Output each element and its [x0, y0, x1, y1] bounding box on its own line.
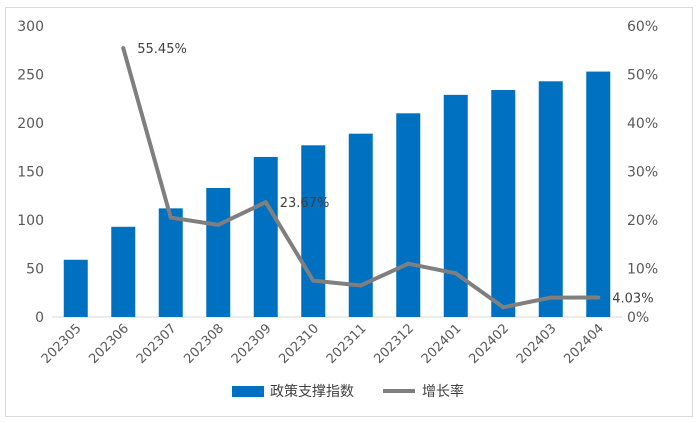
x-tick-label: 202402 — [466, 321, 512, 367]
data-label: 4.03% — [612, 291, 653, 306]
bar — [206, 187, 231, 317]
data-label: 55.45% — [137, 42, 187, 57]
y-right-tick-label: 40% — [627, 116, 658, 132]
y-left-tick-label: 250 — [17, 68, 44, 84]
line-point — [168, 215, 173, 220]
x-tick-label: 202308 — [181, 321, 227, 367]
x-tick-label: 202309 — [229, 321, 275, 367]
legend-label-bar: 政策支撑指数 — [270, 383, 354, 400]
bar — [301, 145, 326, 317]
y-left-tick-label: 150 — [17, 165, 44, 181]
y-left-tick-label: 200 — [17, 116, 44, 132]
line-point — [548, 295, 553, 300]
x-tick-label: 202403 — [514, 321, 560, 367]
legend-swatch-bar — [232, 386, 264, 397]
y-right-tick-label: 20% — [627, 213, 658, 229]
line-point — [358, 283, 363, 288]
bar — [443, 94, 468, 318]
x-tick-label: 202306 — [86, 321, 132, 367]
line-point — [406, 261, 411, 266]
x-tick-label: 202312 — [371, 321, 417, 367]
x-tick-label: 202401 — [419, 321, 465, 367]
y-right-tick-label: 50% — [627, 68, 658, 84]
bar — [348, 133, 373, 317]
line-point — [121, 46, 126, 51]
bar — [111, 226, 136, 317]
bar — [63, 259, 88, 317]
bar — [538, 81, 563, 317]
line-point — [596, 295, 601, 300]
line-point — [501, 305, 506, 310]
line-point — [453, 271, 458, 276]
y-right-tick-label: 60% — [627, 19, 658, 35]
y-left-tick-label: 50 — [26, 262, 44, 278]
data-label: 23.67% — [280, 196, 330, 211]
x-tick-label: 202305 — [39, 321, 85, 367]
y-left-tick-label: 0 — [35, 310, 44, 326]
y-right-tick-label: 30% — [627, 165, 658, 181]
x-tick-label: 202310 — [276, 321, 322, 367]
bar — [586, 71, 611, 317]
y-left-tick-label: 300 — [17, 19, 44, 35]
x-tick-label: 202307 — [134, 321, 180, 367]
legend-label-line: 增长率 — [422, 383, 464, 400]
y-left-tick-label: 100 — [17, 213, 44, 229]
line-point — [311, 278, 316, 283]
bar — [158, 208, 183, 317]
y-right-tick-label: 10% — [627, 262, 658, 278]
x-tick-label: 202404 — [561, 321, 607, 367]
line-point — [263, 200, 268, 205]
bar — [491, 90, 516, 318]
bar — [396, 113, 421, 317]
line-point — [216, 222, 221, 227]
x-tick-label: 202311 — [324, 321, 370, 367]
y-right-tick-label: 0% — [627, 310, 649, 326]
bar — [253, 156, 278, 317]
